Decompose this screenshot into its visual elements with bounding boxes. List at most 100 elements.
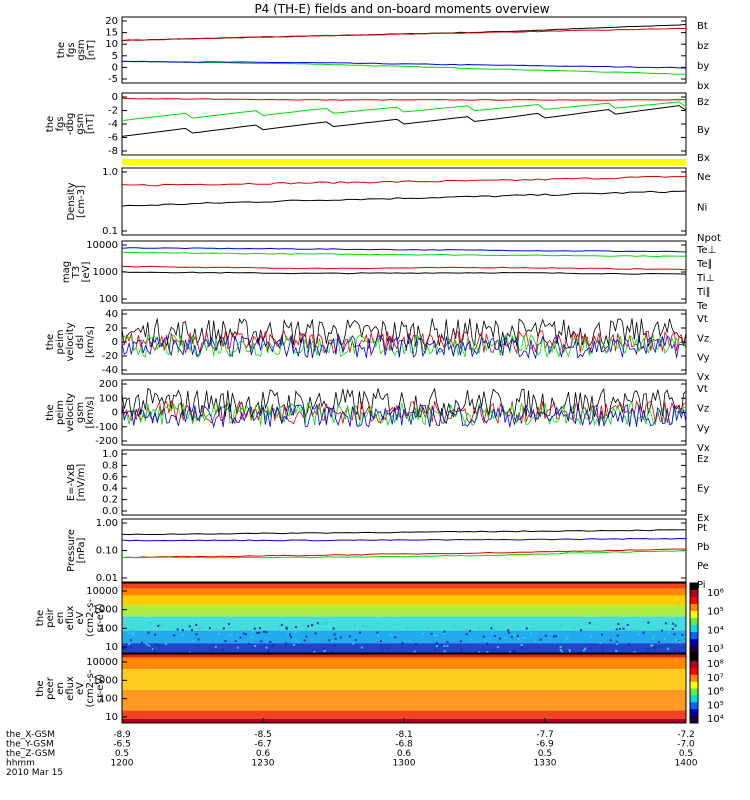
- x-axis-value: 1230: [252, 759, 275, 769]
- colorbar-segment: [690, 667, 698, 676]
- spectrogram-pixel: [498, 637, 501, 640]
- spectrogram-pixel: [465, 633, 468, 636]
- spectrogram-pixel: [262, 630, 265, 633]
- spectrogram-pixel: [224, 640, 227, 643]
- x-axis-row-label: hhmm: [6, 759, 35, 769]
- spectrogram-pixel: [672, 622, 675, 625]
- spectrogram-pixel: [222, 648, 225, 651]
- x-axis-value: 1400: [675, 759, 698, 769]
- spectrogram-pixel: [295, 639, 298, 642]
- panel-peir: thepeirenefluxeV(cm2-s-sr-eV) 10⁶ 10⁵ 10⁴ 10…: [35, 582, 724, 655]
- colorbar-segment: [690, 688, 698, 696]
- spectrogram-pixel: [313, 650, 316, 653]
- y-axis-label-line: [nPa]: [76, 537, 87, 563]
- legend-label: Ez: [697, 454, 709, 465]
- colorbar-segment: [690, 583, 698, 591]
- spectrogram-pixel: [260, 640, 263, 643]
- spectrogram-pixel: [305, 635, 308, 638]
- spectrogram-pixel: [154, 633, 157, 636]
- spectrogram-pixel: [651, 637, 654, 640]
- spectrogram-pixel: [265, 646, 268, 649]
- spectrogram-band: [122, 710, 686, 719]
- y-tick-label: -2: [108, 106, 118, 117]
- legend-label: Vx: [697, 443, 710, 454]
- spectrogram-band: [122, 654, 686, 658]
- spectrogram-pixel: [600, 633, 603, 636]
- y-axis-label-line: [mV/m]: [76, 464, 87, 502]
- spectrogram-pixel: [615, 640, 618, 643]
- spectrogram-pixel: [525, 627, 528, 630]
- y-tick-label: -5: [108, 74, 118, 85]
- spectrogram-pixel: [660, 629, 663, 632]
- spectrogram-pixel: [667, 622, 670, 625]
- spectrogram-pixel: [435, 644, 438, 647]
- y-axis-label-line: sr-eV): [95, 603, 106, 632]
- spectrogram-pixel: [246, 627, 249, 630]
- spectrogram-pixel: [633, 651, 636, 654]
- spectrogram-pixel: [566, 636, 569, 639]
- spectrogram-pixel: [559, 649, 562, 652]
- panel-temperature: magT3[eV] 10000 1000 100 Te⊥ Te∥ Ti⊥ Ti∥ Te: [61, 240, 716, 312]
- y-tick-label: 0.8: [102, 460, 118, 471]
- x-axis-value: -6.8: [395, 740, 413, 750]
- spectrogram-pixel: [616, 634, 619, 637]
- legend-label: Pt: [697, 523, 707, 534]
- spectrogram-pixel: [650, 644, 653, 647]
- spectrogram-pixel: [191, 629, 194, 632]
- spectrogram-pixel: [443, 630, 446, 633]
- y-tick-label: 10000: [86, 657, 118, 668]
- spectrogram-pixel: [323, 650, 326, 653]
- spectrogram-pixel: [435, 634, 438, 637]
- colorbar-tick-label: 10⁶: [707, 588, 724, 599]
- spectrogram-pixel: [148, 644, 151, 647]
- spectrogram-pixel: [493, 629, 496, 632]
- spectrogram-pixel: [234, 640, 237, 643]
- colorbar-tick-label: 10⁷: [707, 673, 724, 684]
- series-bx-line: [121, 60, 687, 69]
- legend-label: Ni: [697, 203, 707, 214]
- spectrogram-pixel: [147, 631, 150, 634]
- y-axis-label-line: [km/s]: [85, 326, 96, 358]
- series-vt-line: [121, 387, 687, 419]
- spectrogram-pixel: [258, 627, 261, 630]
- spectrogram-band: [122, 630, 686, 644]
- spectrogram-pixel: [673, 633, 676, 636]
- spectrogram-pixel: [129, 639, 132, 642]
- x-axis-row-label: the_X-GSM: [6, 730, 55, 740]
- colorbar-segment: [690, 632, 698, 640]
- spectrogram-pixel: [122, 630, 125, 633]
- spectrogram-pixel: [534, 640, 537, 643]
- y-axis-label-line: E=-VxB: [66, 464, 77, 501]
- spectrogram-pixel: [254, 644, 257, 647]
- y-tick-label: 0.2: [102, 495, 118, 506]
- spectrogram-pixel: [599, 641, 602, 644]
- spectrogram-pixel: [152, 649, 155, 652]
- spectrogram-band: [122, 616, 686, 631]
- y-tick-label: -40: [102, 365, 118, 376]
- legend-label: Ey: [697, 484, 709, 495]
- y-tick-label: 1000: [93, 267, 118, 278]
- spectrogram-pixel: [678, 640, 681, 643]
- y-axis-label-line: peir: [45, 607, 56, 627]
- series-te⊥-line: [121, 265, 687, 271]
- y-axis-label: E=-VxB[mV/m]: [66, 464, 87, 502]
- spectrogram-pixel: [330, 650, 333, 653]
- spectrogram-pixel: [512, 634, 515, 637]
- colorbar-tick-label: 10³: [707, 644, 724, 655]
- colorbar-segment: [690, 597, 698, 605]
- panel-density: Density[cm-3] 1.0 0.1 Ne Ni Npot: [66, 167, 721, 244]
- spectrogram-pixel: [459, 640, 462, 643]
- spectrogram-pixel: [128, 642, 131, 645]
- spectrogram-pixel: [376, 631, 379, 634]
- legend-label: Pe: [697, 561, 709, 572]
- legend-label: by: [697, 61, 709, 72]
- y-axis-label: thepeirenefluxeV(cm2-s-sr-eV): [35, 599, 106, 637]
- y-tick-label: 40: [105, 309, 118, 320]
- panel-efield: E=-VxB[mV/m] 1.00.80.60.40.20.0 Ez Ey Ex: [66, 449, 709, 524]
- y-tick-label: 0.10: [96, 546, 118, 557]
- spectrogram-pixel: [285, 627, 288, 630]
- spectrogram-pixel: [673, 649, 676, 652]
- spectrogram-pixel: [390, 633, 393, 636]
- y-tick-label: 1.00: [96, 518, 118, 529]
- series-te-line: [121, 271, 687, 275]
